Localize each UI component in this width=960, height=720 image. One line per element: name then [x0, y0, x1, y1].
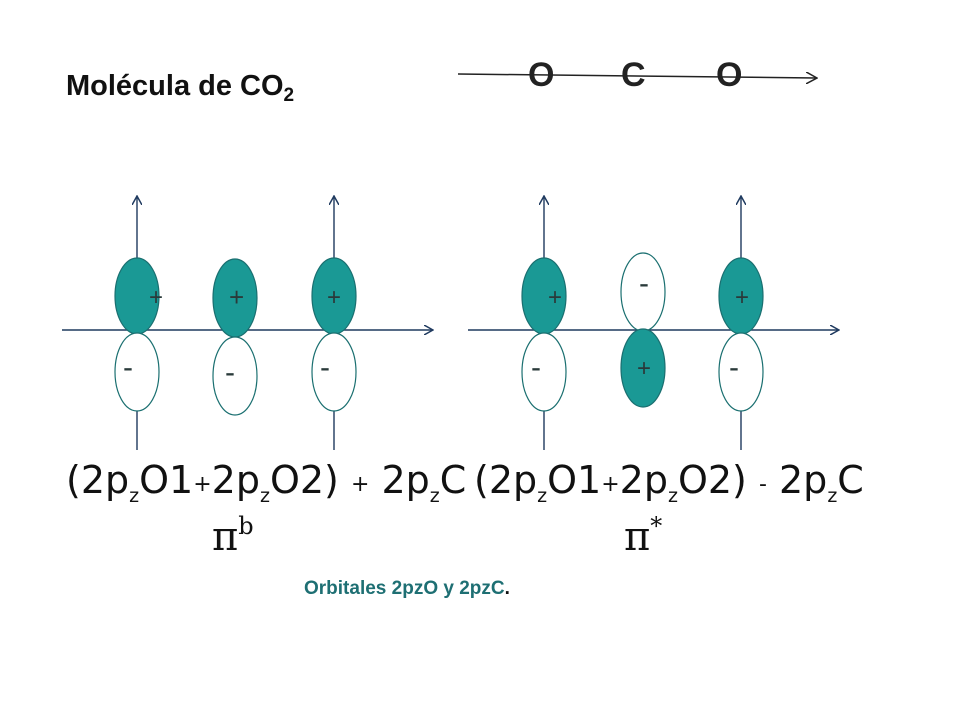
- antibonding-orbital-o2: + -: [718, 257, 764, 412]
- upper-sign: -: [639, 267, 649, 300]
- lower-sign: -: [225, 356, 235, 389]
- bonding-orbital-o2: + -: [311, 257, 357, 412]
- bonding-formula: (2pzO1+2pzO2) + 2pzC: [66, 458, 467, 507]
- page-title: Molécula de CO2: [66, 70, 295, 106]
- lower-sign: +: [637, 355, 651, 382]
- lower-lobe: [521, 332, 567, 412]
- lower-lobe: [212, 336, 258, 416]
- upper-sign: +: [735, 284, 749, 311]
- antibonding-pi-label: π*: [624, 512, 663, 560]
- lower-sign: -: [531, 351, 541, 384]
- atom-c: C: [621, 56, 646, 94]
- lower-lobe: [620, 328, 666, 408]
- lower-sign: -: [729, 351, 739, 384]
- molecule-axis-arrow: [457, 74, 816, 78]
- upper-sign: +: [149, 284, 163, 311]
- upper-sign: +: [229, 282, 244, 312]
- lower-lobe: [311, 332, 357, 412]
- antibonding-orbital-c: - +: [620, 252, 666, 408]
- lower-sign: -: [123, 351, 133, 384]
- upper-sign: +: [327, 284, 341, 311]
- antibonding-orbitals: + - - + + -: [521, 252, 764, 412]
- antibonding-orbital-o1: + -: [521, 257, 567, 412]
- bonding-orbital-c: + -: [212, 258, 258, 416]
- bonding-pi-label: πb: [212, 512, 254, 560]
- atom-o-right: O: [716, 56, 743, 94]
- bonding-orbitals: + - + - + -: [114, 257, 357, 416]
- figure-caption: Orbitales 2pzO y 2pzC.: [304, 578, 510, 599]
- antibonding-formula: (2pzO1+2pzO2) - 2pzC: [474, 458, 864, 507]
- lower-lobe: [718, 332, 764, 412]
- bonding-orbital-o1: + -: [114, 257, 163, 412]
- lower-sign: -: [320, 351, 330, 384]
- lower-lobe: [114, 332, 160, 412]
- upper-sign: +: [548, 284, 562, 311]
